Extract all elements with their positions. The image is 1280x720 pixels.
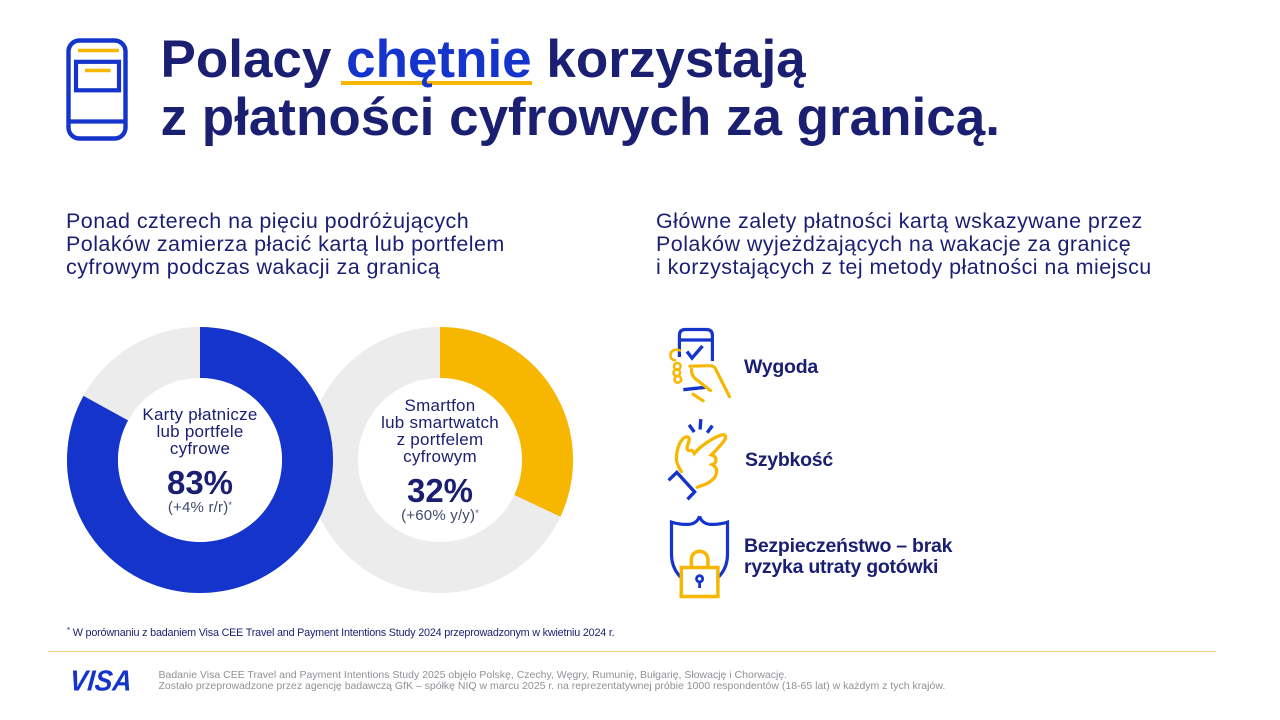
svg-text:VISA: VISA (69, 669, 133, 693)
